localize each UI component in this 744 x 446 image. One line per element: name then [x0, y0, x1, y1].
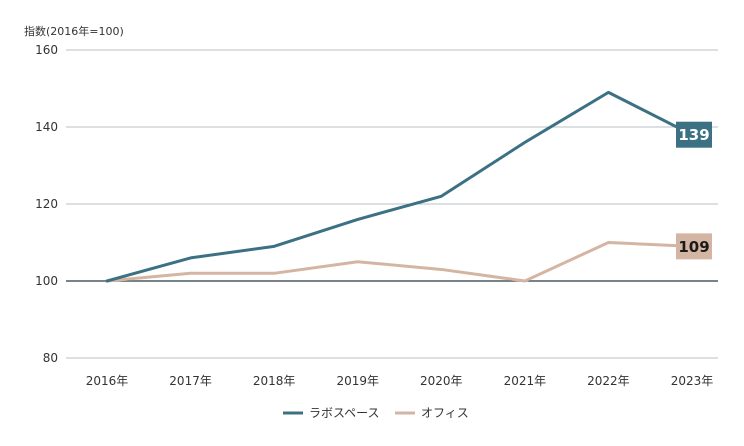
x-tick-label: 2021年	[504, 374, 547, 388]
end-label: 109	[678, 238, 709, 256]
y-tick-label: 80	[43, 351, 58, 365]
y-tick-label: 140	[35, 120, 58, 134]
legend-label: オフィス	[421, 406, 469, 420]
end-label-box	[676, 121, 712, 148]
series-line-0	[105, 90, 694, 283]
legend-label: ラボスペース	[309, 406, 380, 420]
end-labels: 139 109	[676, 121, 712, 260]
end-label-box	[676, 233, 712, 260]
x-axis-ticks: 2016年 2017年 2018年 2019年 2020年 2021年 2022年 2023年	[86, 374, 714, 388]
x-tick-label: 2017年	[169, 374, 212, 388]
y-tick-label: 100	[35, 274, 58, 288]
x-tick-label: 2019年	[336, 374, 379, 388]
y-axis-ticks: 80 100 120 140 160	[35, 43, 58, 365]
series-line-1	[105, 241, 694, 283]
x-tick-label: 2022年	[587, 374, 630, 388]
y-tick-label: 120	[35, 197, 58, 211]
x-tick-label: 2020年	[420, 374, 463, 388]
series-lines	[105, 90, 694, 283]
x-tick-label: 2018年	[253, 374, 296, 388]
y-axis-title: 指数(2016年=100)	[24, 24, 124, 38]
end-label: 139	[678, 126, 709, 144]
x-tick-label: 2023年	[671, 374, 714, 388]
x-tick-label: 2016年	[86, 374, 129, 388]
gridlines	[66, 49, 718, 359]
legend: ラボスペース オフィス	[283, 406, 469, 420]
y-tick-label: 160	[35, 43, 58, 57]
